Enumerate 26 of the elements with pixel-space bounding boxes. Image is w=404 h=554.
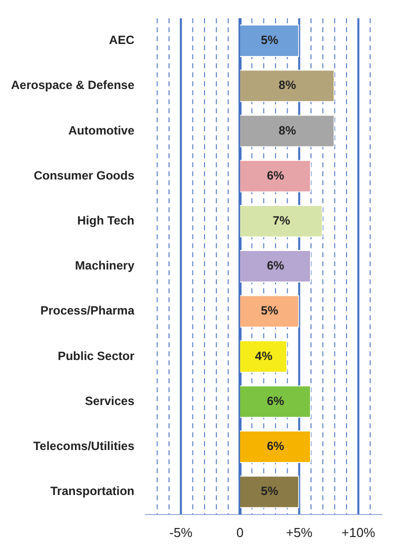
y-tick-label: Automotive [68, 123, 135, 138]
y-tick-label: Machinery [75, 258, 135, 273]
y-tick-label: High Tech [77, 214, 134, 228]
data-label: 6% [266, 168, 285, 182]
data-label: 6% [266, 439, 285, 454]
data-label: 5% [260, 484, 279, 498]
data-label: 4% [255, 348, 273, 363]
y-tick-label: Public Sector [58, 348, 135, 363]
y-tick-label: Services [84, 394, 135, 408]
data-label: 6% [266, 258, 285, 273]
x-tick-label: +5% [286, 524, 313, 540]
y-tick-label: AEC [109, 33, 135, 48]
data-label: 7% [272, 214, 290, 228]
x-tick-label: 0 [236, 524, 244, 540]
data-label: 5% [260, 304, 279, 318]
y-tick-label: Transportation [50, 484, 134, 498]
y-tick-label: Aerospace & Defense [10, 78, 135, 92]
x-tick-label: +10% [342, 524, 376, 540]
data-label: 5% [260, 33, 279, 48]
y-tick-label: Process/Pharma [40, 304, 135, 318]
y-tick-label: Consumer Goods [34, 168, 135, 182]
data-label: 8% [278, 123, 296, 138]
data-label: 6% [266, 394, 285, 408]
y-tick-label: Telecoms/Utilities [33, 439, 135, 454]
data-label: 8% [278, 78, 296, 92]
x-tick-label: -5% [169, 524, 193, 540]
